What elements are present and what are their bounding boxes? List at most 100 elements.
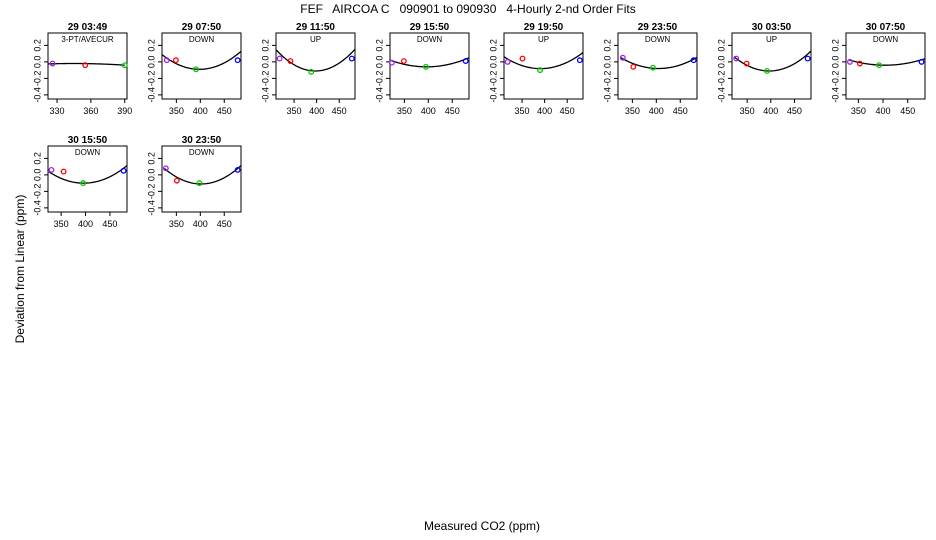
- data-point-green: [422, 63, 429, 70]
- panel-title: 29 03:49: [68, 22, 108, 33]
- panel-subtitle: UP: [310, 35, 321, 44]
- y-tick-label: 0.2: [374, 39, 384, 52]
- chart-title: FEF AIRCOA C 090901 to 090930 4-Hourly 2…: [300, 2, 636, 16]
- y-tick-label: 0.0: [32, 169, 42, 182]
- panel-10: 30 23:50 DOWN -0.4-0.2 0.0 0.2 350 400 450: [146, 135, 242, 229]
- y-tick-label: -0.4: [716, 87, 726, 103]
- y-tick-label: -0.4: [32, 200, 42, 216]
- panel-3: 29 11:50 UP -0.4-0.2 0.0 0.2 350 400 450: [260, 22, 356, 116]
- panel-frame: [503, 32, 584, 100]
- data-point-blue: [462, 58, 469, 64]
- panel-title: 30 23:50: [182, 135, 222, 146]
- fit-curve: [389, 57, 470, 68]
- panel-frame: [161, 145, 242, 213]
- y-tick-label: -0.2: [146, 184, 156, 200]
- panel-title: 29 11:50: [296, 22, 335, 33]
- panel-subtitle: DOWN: [189, 148, 215, 157]
- x-tick-label: 450: [787, 106, 802, 116]
- y-tick-label: -0.2: [488, 71, 498, 87]
- panel-1: 29 03:49 3-PT/AVECUR -0.4-0.2 0.0 0.2 330 360 3…: [32, 22, 132, 116]
- panel-4: 29 15:50 DOWN -0.4-0.2 0.0 0.2 350 400 450: [374, 22, 470, 116]
- y-tick-label: 0.2: [716, 39, 726, 52]
- fit-curve: [503, 52, 584, 70]
- y-tick-label: 0.2: [32, 39, 42, 52]
- panel-title: 30 07:50: [866, 22, 906, 33]
- y-tick-label: -0.2: [32, 184, 42, 200]
- data-point-purple: [504, 58, 511, 65]
- data-point-blue: [576, 57, 583, 64]
- data-point-red: [856, 60, 863, 67]
- data-point-red: [287, 58, 294, 64]
- panel-subtitle: DOWN: [189, 35, 215, 44]
- data-point-red: [743, 60, 750, 67]
- x-tick-label: 350: [169, 219, 184, 229]
- fit-curve: [48, 165, 128, 184]
- x-tick-label: 450: [102, 219, 117, 229]
- x-tick-label: 450: [217, 106, 232, 116]
- y-tick-label: -0.4: [146, 200, 156, 216]
- y-tick-label: 0.2: [602, 39, 612, 52]
- data-point-green: [537, 67, 544, 74]
- y-tick-label: -0.2: [830, 71, 840, 87]
- panel-frame: [617, 32, 698, 100]
- data-point-green: [196, 180, 203, 187]
- panel-frame: [275, 32, 356, 100]
- data-point-red: [400, 58, 407, 64]
- y-tick-label: 0.2: [488, 39, 498, 52]
- panel-title: 30 03:50: [752, 22, 792, 33]
- x-tick-label: 350: [851, 106, 866, 116]
- fit-curve: [163, 165, 242, 185]
- y-tick-label: -0.4: [602, 87, 612, 103]
- panel-8: 30 07:50 DOWN -0.4-0.2 0.0 0.2 350 400 450: [830, 22, 926, 116]
- x-tick-label: 400: [537, 106, 552, 116]
- fit-curve: [620, 56, 698, 70]
- data-point-purple: [49, 60, 56, 67]
- data-point-green: [193, 66, 199, 73]
- data-point-green: [308, 68, 315, 75]
- y-tick-label: -0.2: [260, 71, 270, 87]
- data-point-blue: [348, 55, 355, 62]
- data-point-purple: [847, 58, 853, 65]
- y-tick-label: -0.4: [32, 87, 42, 103]
- x-tick-label: 350: [287, 106, 302, 116]
- panel-subtitle: DOWN: [873, 35, 899, 44]
- x-tick-label: 400: [763, 106, 778, 116]
- y-tick-label: 0.0: [830, 56, 840, 69]
- data-point-red: [82, 62, 89, 69]
- y-tick-label: 0.0: [260, 56, 270, 69]
- data-point-purple: [619, 54, 626, 61]
- x-tick-label: 350: [169, 106, 184, 116]
- x-tick-label: 330: [50, 106, 65, 116]
- y-tick-label: 0.0: [488, 56, 498, 69]
- x-tick-label: 350: [515, 106, 530, 116]
- y-tick-label: -0.2: [146, 71, 156, 87]
- y-tick-label: -0.4: [488, 87, 498, 103]
- x-tick-label: 350: [625, 106, 640, 116]
- panel-subtitle: DOWN: [645, 35, 671, 44]
- y-tick-label: 0.0: [374, 56, 384, 69]
- x-tick-label: 350: [54, 219, 69, 229]
- y-tick-label: -0.2: [602, 71, 612, 87]
- x-axis-label: Measured CO2 (ppm): [423, 519, 541, 533]
- data-point-green: [121, 62, 128, 69]
- x-tick-label: 450: [217, 219, 232, 229]
- x-tick-label: 350: [397, 106, 412, 116]
- panel-title: 29 19:50: [524, 22, 564, 33]
- y-tick-label: -0.4: [374, 87, 384, 103]
- panel-frame: [845, 32, 926, 100]
- x-tick-label: 400: [421, 106, 436, 116]
- data-point-purple: [388, 59, 395, 66]
- x-tick-label: 450: [445, 106, 460, 116]
- y-tick-label: -0.4: [146, 87, 156, 103]
- panel-title: 29 07:50: [182, 22, 222, 33]
- x-tick-label: 400: [309, 106, 324, 116]
- x-tick-label: 450: [332, 106, 347, 116]
- x-tick-label: 450: [673, 106, 688, 116]
- panel-subtitle: DOWN: [75, 148, 101, 157]
- y-tick-label: -0.2: [32, 71, 42, 87]
- panel-frame: [47, 145, 128, 213]
- data-point-red: [173, 177, 180, 184]
- data-point-blue: [120, 167, 127, 174]
- fit-curve: [848, 58, 926, 66]
- x-tick-label: 400: [193, 106, 208, 116]
